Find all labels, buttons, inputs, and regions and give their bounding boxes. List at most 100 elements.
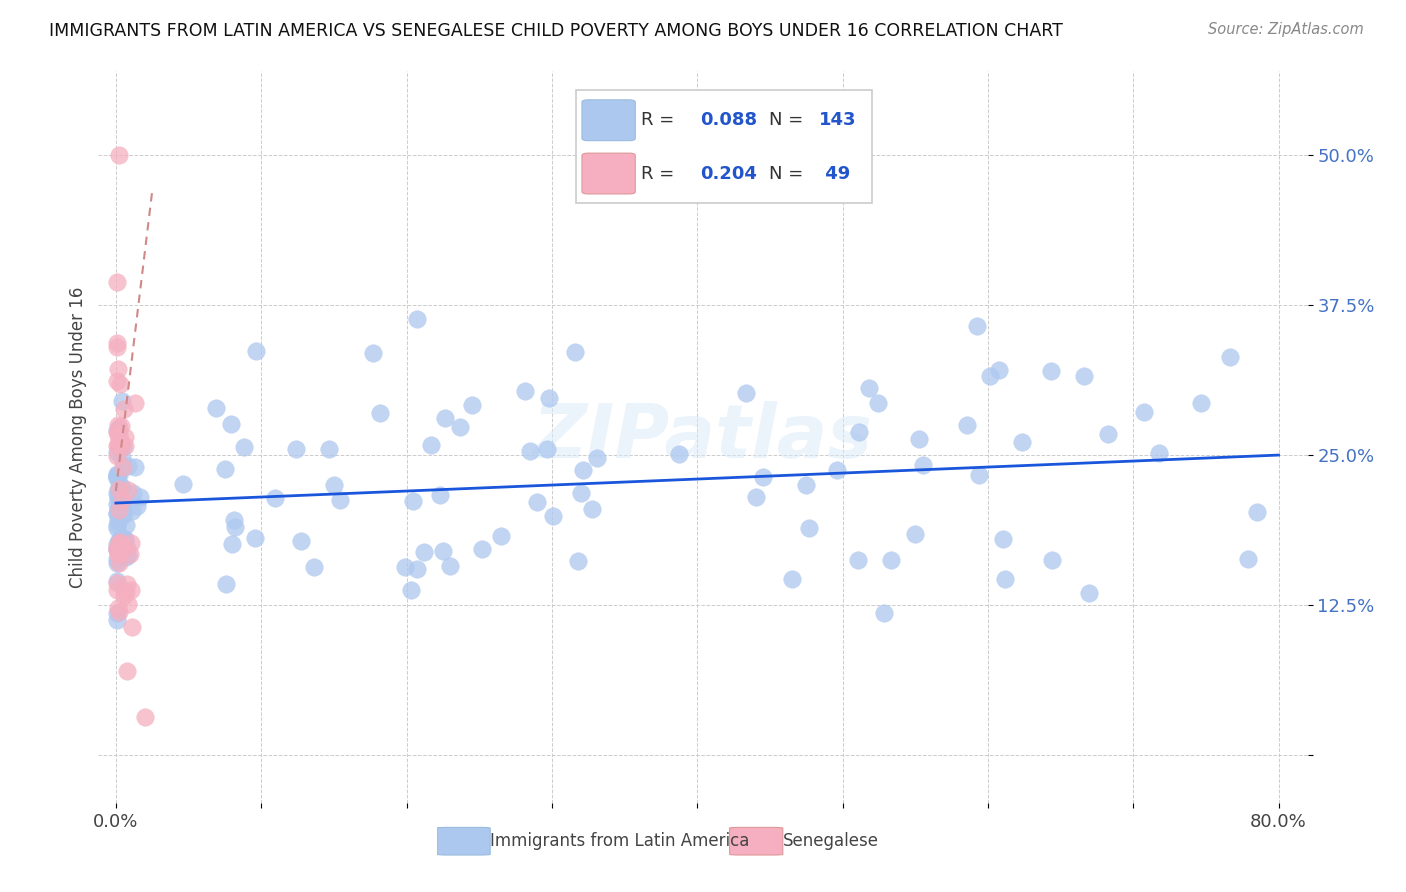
Point [794,477,817,491]
Point [402,493,425,508]
Point [780,572,803,586]
Point [117,459,139,474]
Point [413,545,436,559]
Point [439,558,461,573]
Point [129,490,152,504]
Point [110,436,132,450]
Point [124,460,146,475]
Point [735,386,758,401]
Point [107,427,129,442]
Point [107,542,129,557]
Point [368,406,391,420]
Point [221,417,243,431]
Point [107,483,129,497]
Point [107,417,129,432]
Point [107,437,129,451]
Point [105,470,128,484]
Point [111,393,134,408]
Point [322,477,344,491]
Point [111,509,134,524]
Point [318,442,340,456]
Point [205,401,228,415]
Point [105,449,128,463]
Point [112,589,135,603]
Point [105,606,128,620]
Point [668,447,690,461]
Point [112,507,135,521]
Point [537,391,560,405]
Point [110,418,132,433]
Point [911,458,934,473]
Point [1040,553,1063,567]
Point [114,541,136,555]
Point [513,384,536,399]
Point [866,396,889,410]
Point [108,545,131,559]
Point [243,531,266,545]
Point [432,544,454,558]
Point [107,541,129,556]
Point [489,529,512,543]
Point [121,504,143,518]
Point [107,600,129,615]
Point [105,471,128,485]
Point [114,439,136,453]
Point [405,561,427,575]
Point [571,463,593,477]
Point [108,441,131,455]
Point [107,428,129,442]
Point [105,506,128,520]
Point [105,540,128,554]
Point [858,381,880,395]
Point [108,495,131,509]
Point [797,521,820,535]
Point [105,576,128,591]
Point [111,451,134,466]
Point [105,497,128,511]
Point [846,553,869,567]
Point [110,437,132,451]
Point [290,533,312,548]
Point [107,421,129,435]
Point [969,467,991,482]
Point [873,606,896,620]
Point [108,148,131,162]
Point [460,398,482,412]
Point [118,547,141,561]
Point [405,311,427,326]
Point [107,514,129,528]
Point [105,541,128,556]
Point [991,532,1014,546]
Point [117,483,139,497]
Point [115,541,138,555]
Point [111,533,134,547]
Point [420,438,443,452]
Point [581,502,603,516]
Point [222,513,245,527]
Point [108,533,131,547]
Point [105,340,128,354]
Point [112,401,135,416]
Point [108,556,131,570]
Point [264,491,287,505]
Point [825,463,848,477]
Point [105,423,128,437]
Point [1219,350,1241,364]
Point [399,582,422,597]
Point [125,499,148,513]
Point [105,517,128,532]
Point [105,574,128,588]
Point [1011,434,1033,449]
Point [752,470,775,484]
Point [848,425,870,439]
Point [117,577,139,591]
Point [994,572,1017,586]
Point [1246,505,1268,519]
Point [114,517,136,532]
Point [586,451,609,466]
Point [115,585,138,599]
Point [108,482,131,496]
Point [107,502,129,516]
Point [105,582,128,597]
Point [1237,551,1260,566]
